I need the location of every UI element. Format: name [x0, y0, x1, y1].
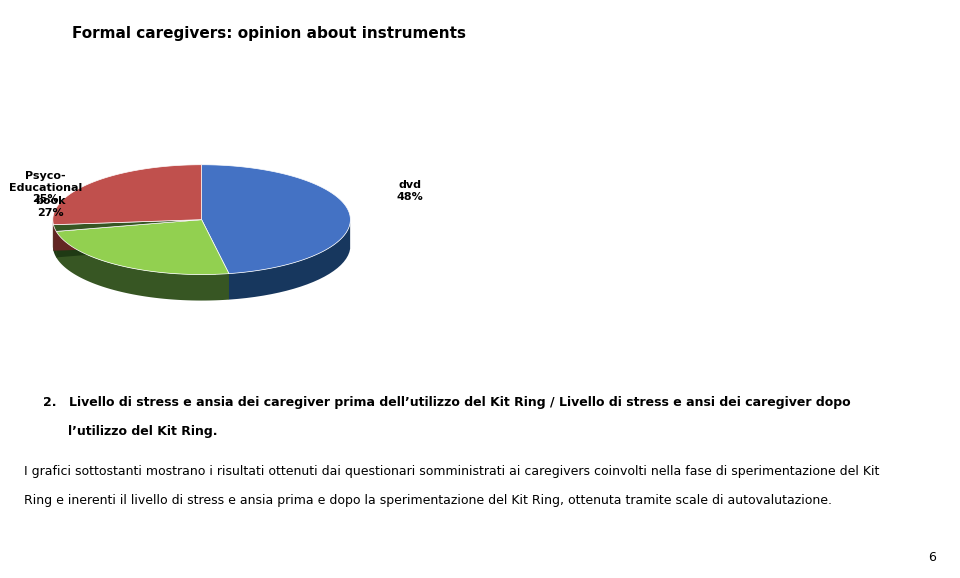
Polygon shape	[202, 165, 350, 273]
Polygon shape	[202, 220, 228, 299]
Text: Ring e inerenti il livello di stress e ansia prima e dopo la sperimentazione del: Ring e inerenti il livello di stress e a…	[24, 494, 832, 507]
Polygon shape	[54, 220, 202, 251]
Text: Formal caregivers: opinion about instruments: Formal caregivers: opinion about instrum…	[72, 26, 466, 41]
Polygon shape	[202, 220, 228, 299]
Polygon shape	[53, 165, 202, 225]
Polygon shape	[57, 231, 228, 301]
Text: 6: 6	[928, 551, 936, 564]
Text: l’utilizzo del Kit Ring.: l’utilizzo del Kit Ring.	[43, 425, 218, 438]
Polygon shape	[54, 220, 202, 251]
Polygon shape	[57, 220, 202, 257]
Polygon shape	[54, 225, 57, 257]
Text: dvd
48%: dvd 48%	[396, 180, 423, 202]
Polygon shape	[57, 220, 202, 257]
Polygon shape	[228, 223, 350, 299]
Text: Psyco-
Educational
25%: Psyco- Educational 25%	[9, 171, 82, 204]
Text: I grafici sottostanti mostrano i risultati ottenuti dai questionari somministrat: I grafici sottostanti mostrano i risulta…	[24, 465, 879, 478]
Text: book
27%: book 27%	[36, 196, 66, 218]
Polygon shape	[57, 220, 228, 275]
Polygon shape	[54, 220, 202, 231]
Text: 2. Livello di stress e ansia dei caregiver prima dell’utilizzo del Kit Ring / Li: 2. Livello di stress e ansia dei caregiv…	[43, 396, 851, 409]
